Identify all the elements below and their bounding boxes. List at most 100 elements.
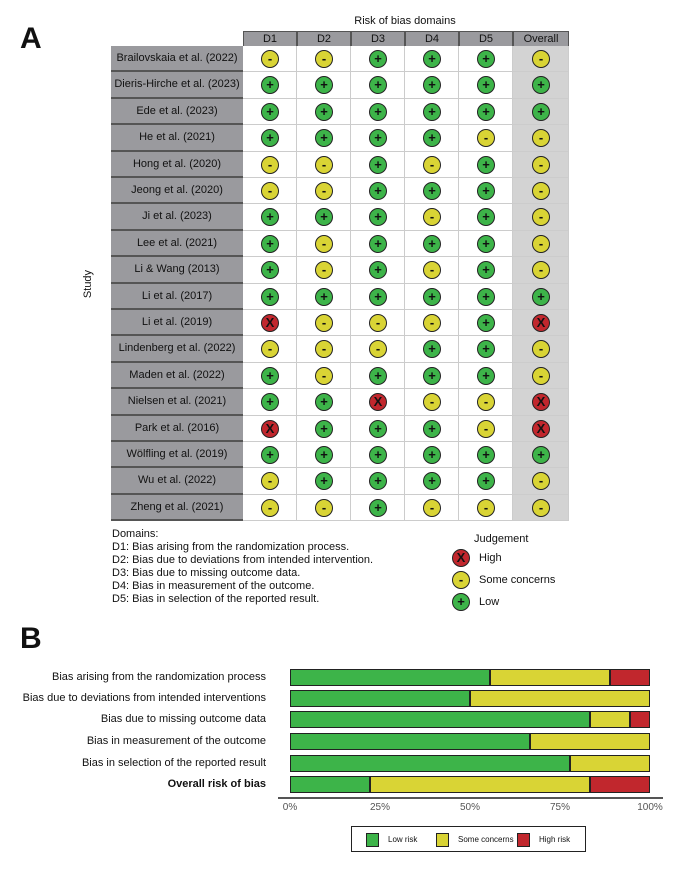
- judgement-low-icon: +: [477, 234, 495, 253]
- study-label: Wu et al. (2022): [111, 468, 243, 495]
- judgement-low-icon: +: [477, 182, 495, 200]
- legend-label: High risk: [539, 835, 571, 844]
- bar-segment-high-risk: [589, 776, 650, 793]
- judgement-low-icon: +: [315, 419, 333, 438]
- judgement-legend: Judgement X High - Some concerns + Low: [452, 533, 555, 615]
- judgement-some-icon: -: [315, 234, 333, 253]
- study-label: Ji et al. (2023): [111, 204, 243, 231]
- domain-definition: D2: Bias due to deviations from intended…: [112, 554, 374, 566]
- judgement-low-icon: +: [315, 446, 333, 464]
- x-tick-label: 25%: [369, 802, 390, 813]
- judgement-some-icon: -: [532, 208, 550, 227]
- judgement-some-icon: -: [423, 314, 441, 332]
- x-tick-label: 0%: [282, 802, 298, 813]
- judgement-some-icon: -: [315, 182, 333, 200]
- judgement-some-icon: -: [369, 314, 387, 332]
- judgement-low-icon: +: [477, 155, 495, 174]
- column-header-d4: D4: [405, 31, 459, 47]
- judgement-some-icon: -: [477, 129, 495, 148]
- judgement-high-icon: X: [369, 393, 387, 412]
- judgement-some-icon: -: [261, 155, 279, 174]
- judgement-some-icon: -: [423, 498, 441, 517]
- bar-legend: Low risk Some concerns High risk: [351, 826, 586, 852]
- judgement-low-icon: +: [477, 102, 495, 121]
- judgement-some-icon: -: [477, 393, 495, 412]
- bar-segment-some-concerns: [589, 711, 630, 728]
- judgement-low-icon: +: [261, 208, 279, 227]
- judgement-some-icon: -: [423, 261, 441, 280]
- legend-swatch-high-risk: [517, 833, 530, 847]
- judgement-low-icon: +: [477, 446, 495, 464]
- judgement-some-icon: -: [423, 155, 441, 174]
- judgement-low-icon: +: [261, 446, 279, 464]
- judgement-low-icon: +: [261, 234, 279, 253]
- judgement-low-icon: +: [477, 50, 495, 68]
- study-label: Maden et al. (2022): [111, 362, 243, 390]
- judgement-item: - Some concerns: [452, 571, 555, 593]
- judgement-some-icon: -: [261, 498, 279, 517]
- judgement-some-icon: -: [532, 498, 550, 517]
- grid-title: Risk of bias domains: [354, 15, 456, 27]
- column-header-d5: D5: [459, 31, 513, 47]
- judgement-high-icon: X: [261, 314, 279, 332]
- bar-segment-some-concerns: [530, 733, 650, 750]
- judgement-some-icon: -: [315, 155, 333, 174]
- study-label: Lee et al. (2021): [111, 230, 243, 258]
- judgement-low-icon: +: [423, 366, 441, 385]
- legend-label: Low risk: [388, 835, 418, 844]
- judgement-high-icon: X: [532, 393, 550, 412]
- judgement-low-icon: +: [261, 129, 279, 148]
- judgement-low-icon: +: [261, 261, 279, 280]
- judgement-low-icon: +: [369, 287, 387, 306]
- column-header-d3: D3: [351, 31, 405, 47]
- study-label: Li et al. (2017): [111, 283, 243, 310]
- column-header-overall: Overall: [513, 31, 569, 47]
- judgement-some-icon: -: [369, 340, 387, 359]
- judgement-low-icon: +: [315, 76, 333, 95]
- domain-definition: D3: Bias due to missing outcome data.: [112, 567, 301, 579]
- bar-category-label: Bias in measurement of the outcome: [86, 735, 266, 747]
- study-label: Jeong et al. (2020): [111, 178, 243, 205]
- legend-swatch-low-risk: [366, 833, 379, 847]
- judgement-low-icon: +: [369, 102, 387, 121]
- bar-segment-some-concerns: [570, 755, 650, 772]
- judgement-item: + Low: [452, 593, 528, 615]
- judgement-some-icon: -: [532, 261, 550, 280]
- bar-segment-low-risk: [290, 690, 470, 707]
- study-axis-label: Study: [82, 269, 94, 299]
- judgement-some-icon: -: [532, 472, 550, 491]
- study-label: Li et al. (2019): [111, 310, 243, 337]
- judgement-some-icon: -: [423, 208, 441, 227]
- judgement-low-icon: +: [369, 366, 387, 385]
- legend-swatch-some-concerns: [436, 833, 449, 847]
- judgement-low-icon: +: [369, 498, 387, 517]
- judgement-low-icon: +: [423, 102, 441, 121]
- judgement-low-icon: +: [369, 234, 387, 253]
- judgement-low-icon: +: [261, 76, 279, 95]
- panel-a-label: A: [20, 22, 42, 55]
- judgement-low-icon: +: [423, 50, 441, 68]
- judgement-low-icon: +: [369, 76, 387, 95]
- judgement-low-icon: +: [315, 472, 333, 491]
- judgement-low-icon: +: [423, 472, 441, 491]
- bar-category-label: Bias due to missing outcome data: [100, 713, 266, 725]
- judgement-some-icon: -: [477, 419, 495, 438]
- judgement-some-icon: -: [477, 498, 495, 517]
- bar-category-label: Bias in selection of the reported result: [81, 757, 266, 769]
- panel-b-label: B: [20, 622, 42, 655]
- judgement-low-icon: +: [315, 287, 333, 306]
- judgement-low-icon: +: [315, 393, 333, 412]
- judgement-low-icon: +: [369, 472, 387, 491]
- x-tick-label: 75%: [549, 802, 570, 813]
- judgement-some-icon: -: [532, 340, 550, 359]
- judgement-low-icon: +: [423, 182, 441, 200]
- judgement-some-icon: -: [261, 472, 279, 491]
- judgement-low-icon: +: [477, 76, 495, 95]
- domains-legend: Domains: D1: Bias arising from the rando…: [112, 528, 373, 606]
- judgement-low-icon: +: [261, 366, 279, 385]
- bar-segment-low-risk: [290, 776, 370, 793]
- study-label: Zheng et al. (2021): [111, 494, 243, 522]
- study-label: Park et al. (2016): [111, 415, 243, 442]
- judgement-some-icon: -: [452, 571, 470, 589]
